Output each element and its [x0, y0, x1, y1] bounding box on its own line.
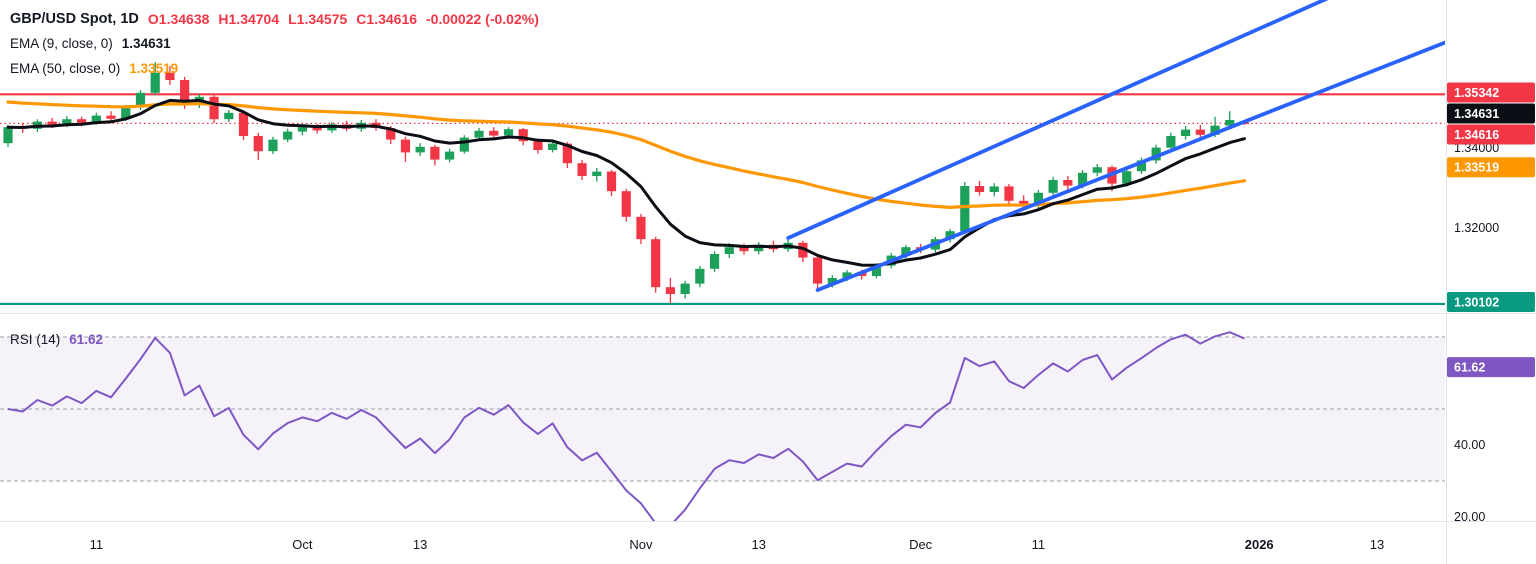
rsi-legend-label[interactable]: RSI (14) — [10, 331, 61, 347]
price-label-text: 1.34631 — [1454, 107, 1499, 121]
channel-lower-trendline[interactable] — [815, 40, 1451, 292]
symbol-title[interactable]: GBP/USD Spot, 1D — [10, 10, 139, 27]
price-label-box — [1447, 157, 1535, 178]
price-legend: GBP/USD Spot, 1D O1.34638 H1.34704 L1.34… — [10, 6, 539, 81]
time-axis-tick[interactable]: 2026 — [1245, 537, 1274, 552]
ema50-legend-label[interactable]: EMA (50, close, 0) — [10, 61, 121, 76]
price-label-box — [1447, 82, 1535, 103]
candlestick-series — [3, 62, 1250, 304]
rsi-line[interactable] — [7, 331, 1245, 525]
time-axis-tick[interactable]: 11 — [90, 537, 104, 552]
rsi-legend-row: RSI (14) 61.62 — [10, 328, 103, 350]
time-axis-tick[interactable]: Oct — [292, 537, 313, 552]
rsi-axis-tick: 20.00 — [1454, 510, 1485, 524]
rsi-value: 61.62 — [69, 331, 104, 347]
time-axis-tick[interactable]: 11 — [1032, 537, 1046, 552]
ema9-value: 1.34631 — [121, 36, 171, 51]
time-axis-tick[interactable]: Dec — [909, 537, 933, 552]
price-label-text: 1.35342 — [1454, 86, 1499, 100]
ohlc-low: L1.34575 — [288, 10, 348, 27]
price-axis-tick: 1.34000 — [1454, 141, 1499, 155]
ema9-line[interactable] — [6, 98, 1246, 267]
ema50-value: 1.33519 — [129, 61, 179, 76]
price-label-text: 1.33519 — [1454, 161, 1499, 175]
time-axis-tick[interactable]: 13 — [751, 537, 765, 552]
ohlc-close: C1.34616 — [356, 10, 418, 27]
rsi-label-box — [1447, 357, 1535, 378]
symbol-row: GBP/USD Spot, 1D O1.34638 H1.34704 L1.34… — [10, 6, 539, 31]
price-label-box — [1447, 292, 1535, 312]
rsi-axis-tick: 40.00 — [1454, 438, 1485, 452]
price-axis-tick: 1.32000 — [1454, 221, 1499, 235]
channel-upper-trendline[interactable] — [786, 0, 1333, 240]
ema50-legend-row: EMA (50, close, 0) 1.33519 — [10, 56, 539, 81]
time-axis-tick[interactable]: 13 — [1370, 537, 1384, 552]
ohlc-open: O1.34638 — [147, 10, 210, 27]
rsi-panel[interactable] — [0, 331, 1445, 525]
ema9-legend-row: EMA (9, close, 0) 1.34631 — [10, 31, 539, 56]
ohlc-high: H1.34704 — [218, 10, 280, 27]
rsi-label-text: 61.62 — [1454, 361, 1485, 375]
ema9-legend-label[interactable]: EMA (9, close, 0) — [10, 36, 113, 51]
price-label-text: 1.34616 — [1454, 128, 1499, 142]
price-label-box — [1447, 103, 1535, 124]
price-panel[interactable] — [0, 0, 1451, 306]
rsi-legend: RSI (14) 61.62 — [10, 328, 103, 350]
time-axis-tick[interactable]: 13 — [413, 537, 427, 552]
price-label-text: 1.30102 — [1454, 296, 1499, 310]
price-label-box — [1447, 124, 1535, 145]
ohlc-change: -0.00022 (-0.02%) — [426, 10, 539, 27]
time-axis-tick[interactable]: Nov — [629, 537, 653, 552]
